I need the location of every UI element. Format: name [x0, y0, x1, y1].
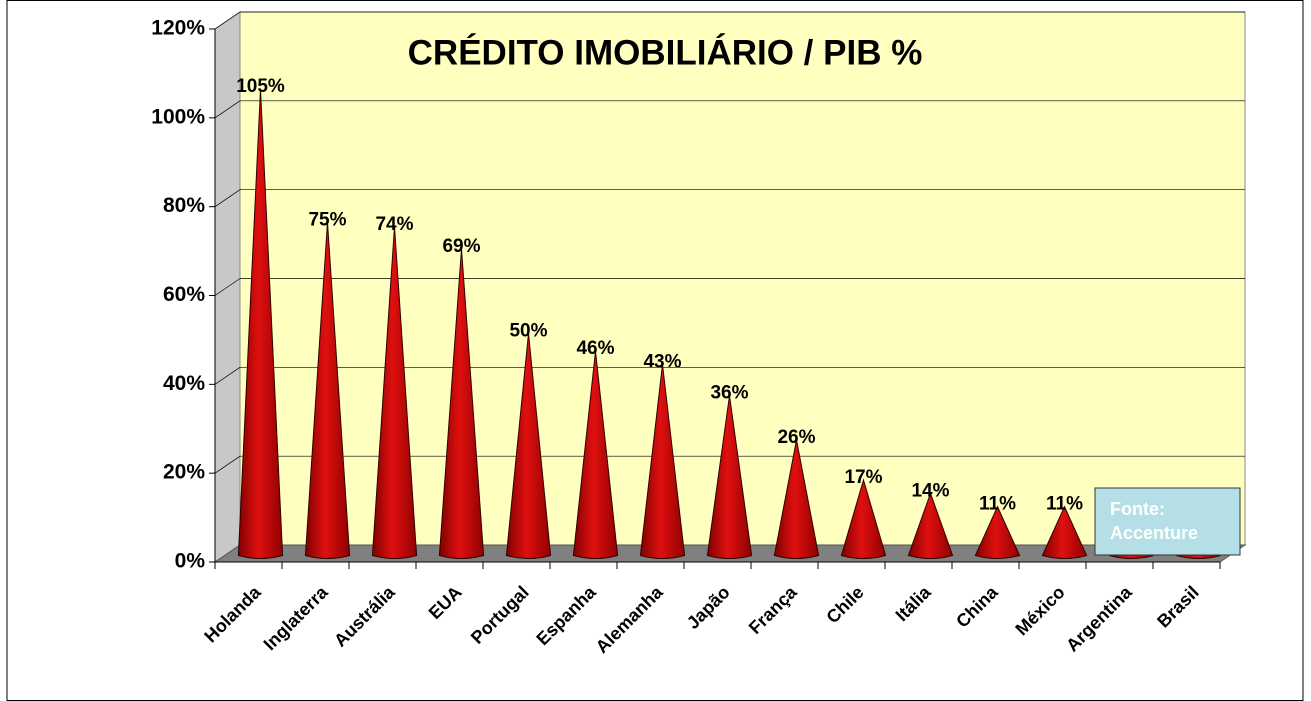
data-label: 50%: [509, 320, 547, 341]
data-label: 75%: [308, 209, 346, 230]
grid-line-side: [214, 455, 241, 474]
y-tick-label: 0%: [175, 550, 206, 573]
cone: [639, 364, 686, 559]
source-note: Accenture: [1110, 523, 1198, 543]
cone: [773, 439, 820, 559]
data-label: 105%: [236, 76, 285, 97]
data-label: 11%: [979, 494, 1016, 515]
cone: [907, 491, 954, 559]
cone: [840, 478, 887, 559]
cone: [438, 248, 485, 559]
data-label: 17%: [844, 467, 882, 488]
grid-line-side: [214, 367, 241, 385]
y-tick-label: 80%: [163, 194, 205, 217]
y-tick-label: 100%: [151, 105, 205, 128]
cone: [572, 351, 619, 559]
cone: [1041, 505, 1088, 559]
grid-line-side: [214, 278, 241, 296]
y-tick-label: 20%: [163, 461, 205, 484]
y-tick-label: 60%: [163, 283, 205, 306]
cone: [304, 222, 351, 559]
data-label: 26%: [777, 427, 815, 448]
data-label: 36%: [710, 383, 748, 404]
grid-line-side: [214, 11, 241, 30]
data-label: 74%: [375, 214, 413, 235]
cone: [706, 395, 753, 559]
data-label: 14%: [911, 480, 949, 501]
chart-title: CRÉDITO IMOBILIÁRIO / PIB %: [408, 32, 923, 72]
cone: [505, 333, 552, 559]
y-tick-label: 40%: [163, 372, 205, 395]
data-label: 46%: [576, 338, 614, 359]
data-label: 11%: [1046, 494, 1083, 515]
source-box: [1094, 487, 1241, 556]
cone: [974, 505, 1021, 559]
cone: [237, 89, 284, 559]
cone: [371, 226, 418, 559]
data-label: 43%: [643, 352, 681, 373]
grid-line-side: [214, 189, 241, 207]
y-tick-label: 120%: [151, 17, 205, 40]
data-label: 69%: [442, 236, 480, 257]
source-note: Fonte:: [1110, 499, 1165, 519]
grid-line-side: [214, 100, 241, 119]
